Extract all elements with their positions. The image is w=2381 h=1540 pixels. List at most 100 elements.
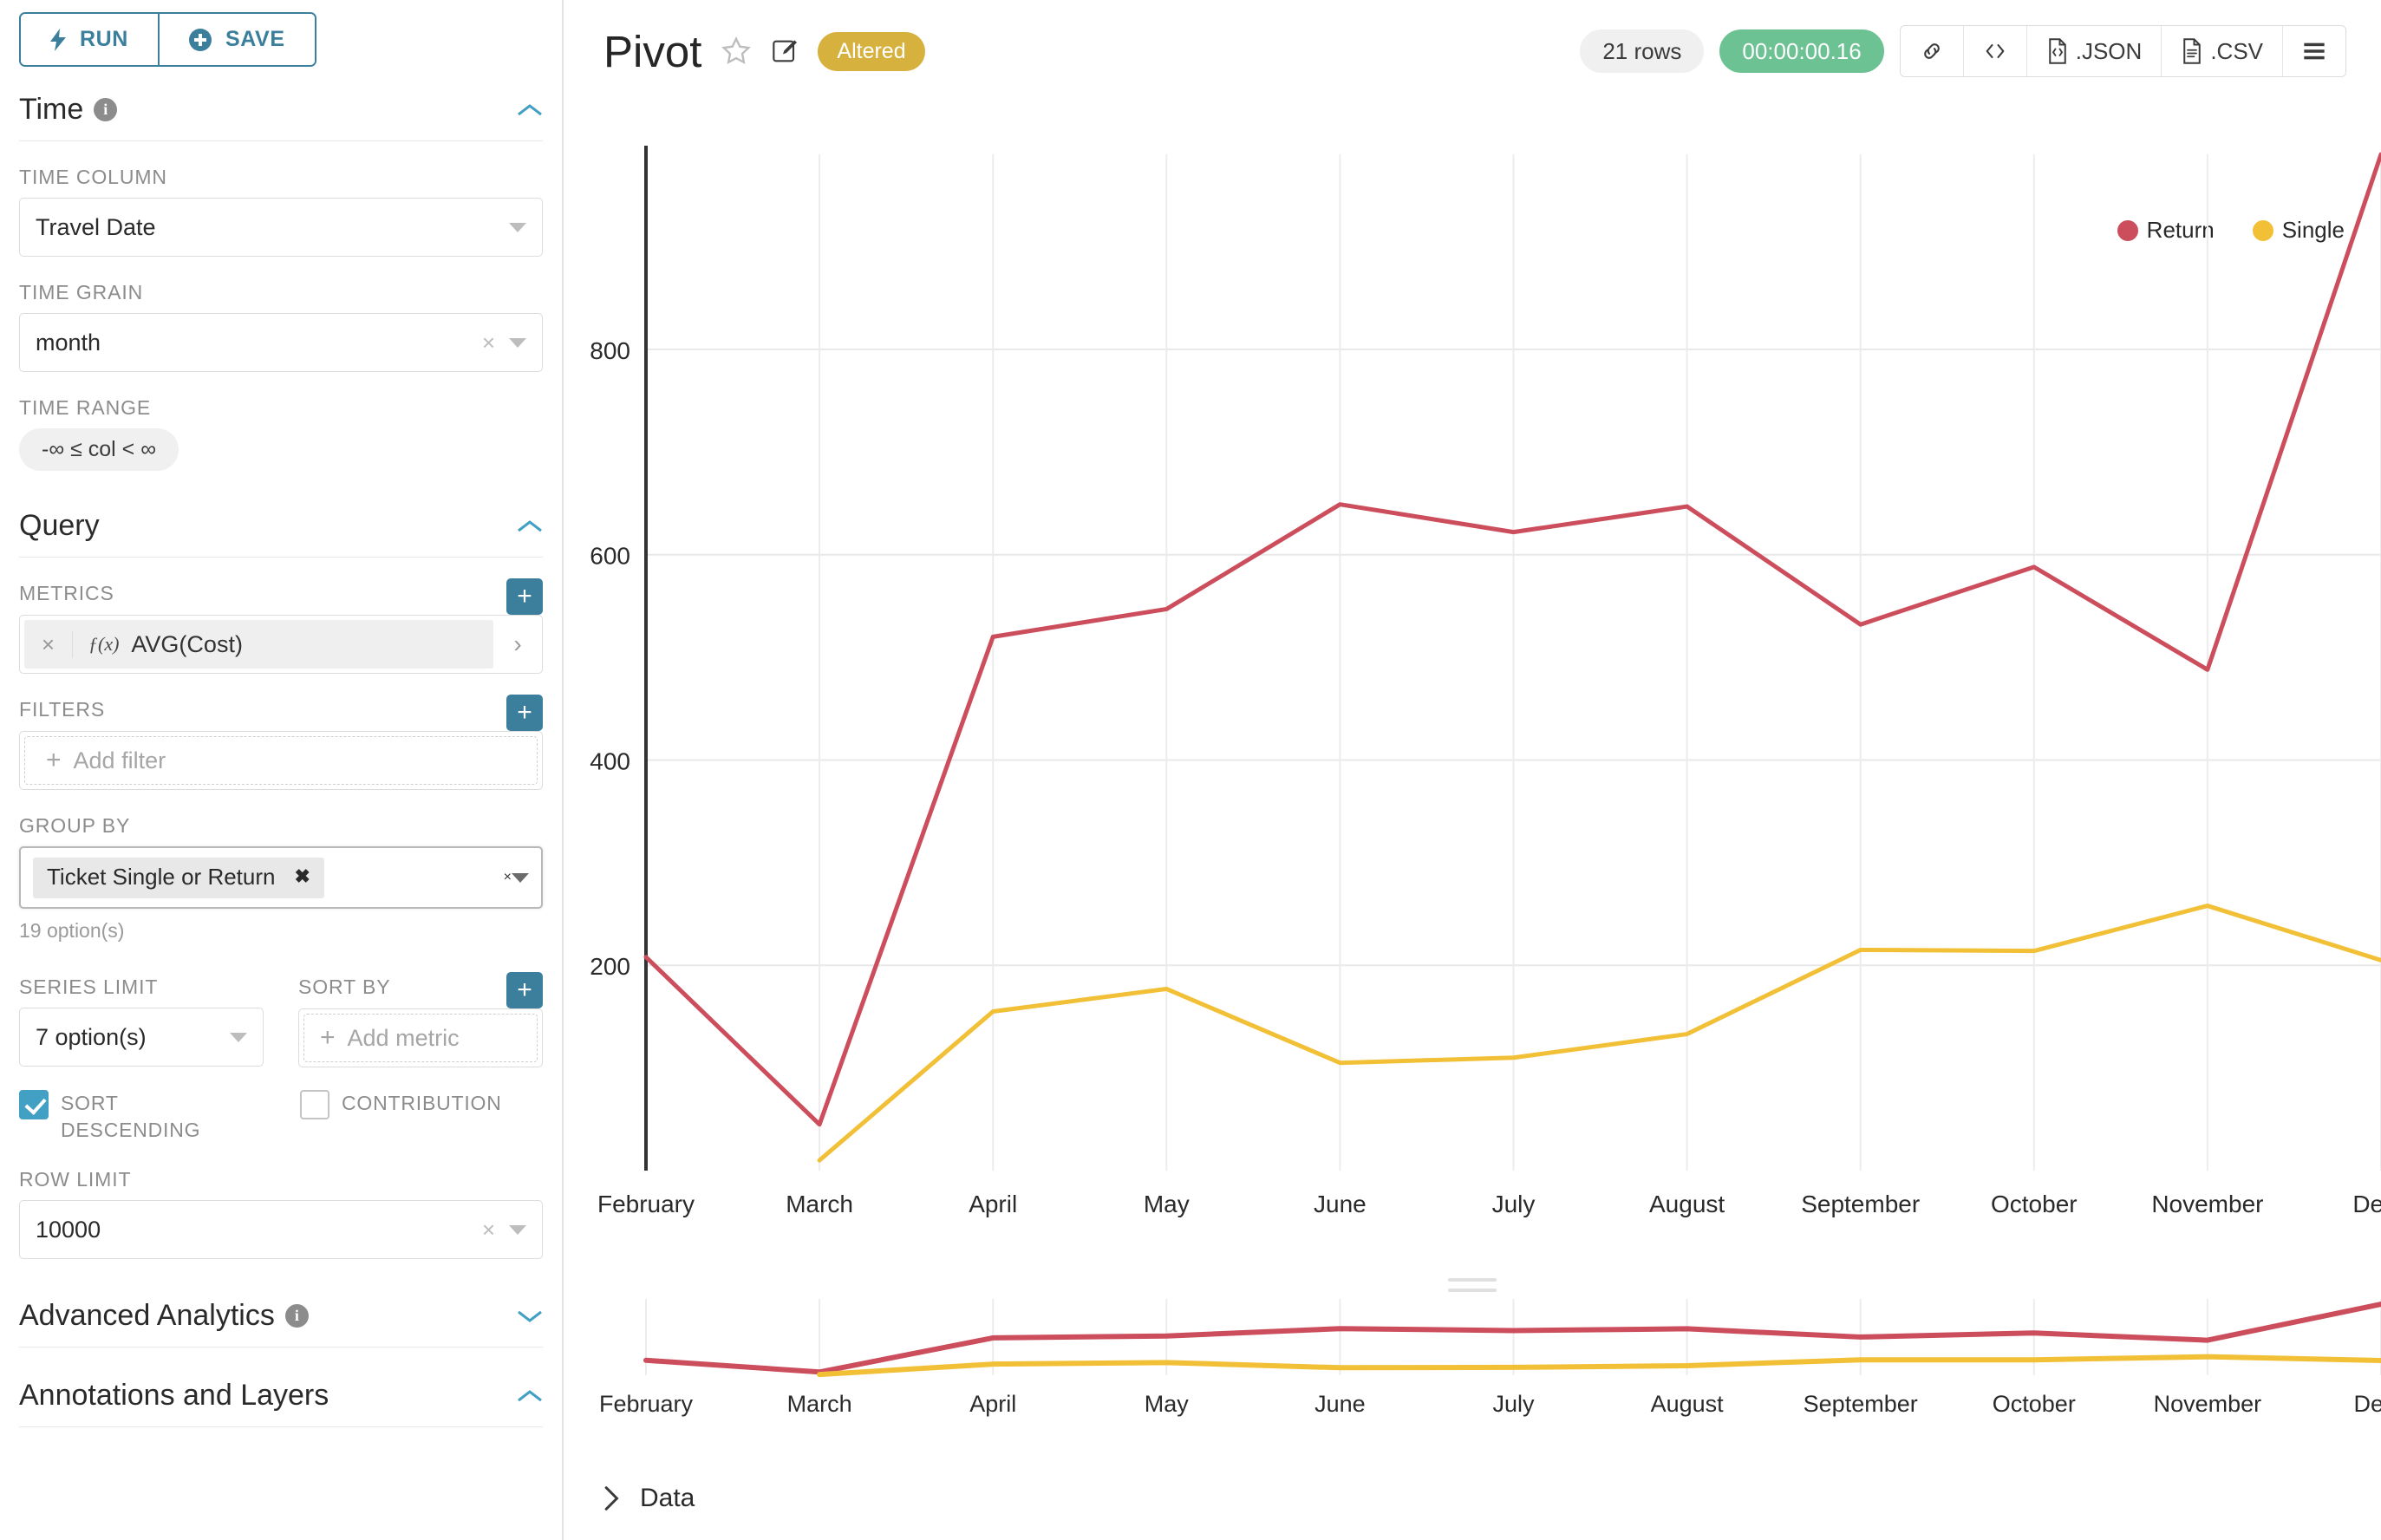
overview-brush-chart[interactable]: February March April May June July August Septe…: [564, 1292, 2381, 1439]
save-button[interactable]: SAVE: [157, 14, 315, 65]
share-link-button[interactable]: [1900, 26, 1963, 76]
time-column-field: TIME COLUMN Travel Date: [19, 166, 543, 257]
row-limit-field: ROW LIMIT 10000 ×: [19, 1168, 543, 1260]
clear-icon[interactable]: ×: [503, 870, 512, 884]
row-limit-select[interactable]: 10000 ×: [19, 1200, 543, 1260]
metric-pill[interactable]: × ƒ(x) AVG(Cost): [24, 620, 493, 669]
checkbox-checked-icon[interactable]: [19, 1090, 49, 1119]
add-sort-metric-button[interactable]: +: [506, 972, 543, 1008]
limit-sort-row: SERIES LIMIT 7 option(s) SORT BY + + Add…: [19, 951, 543, 1067]
filters-field: FILTERS + + Add filter: [19, 674, 543, 790]
control-panel-sidebar: RUN SAVE Time i TIME COLUMN Travel Date: [0, 0, 564, 1540]
more-menu-button[interactable]: [2282, 26, 2345, 76]
section-header-advanced-analytics[interactable]: Advanced Analytics i: [19, 1299, 543, 1348]
run-button[interactable]: RUN: [21, 14, 158, 65]
time-grain-select[interactable]: month ×: [19, 313, 543, 372]
overview-x-tick: November: [2154, 1391, 2262, 1417]
legend-label-return: Return: [2146, 217, 2215, 243]
plus-icon: +: [320, 1023, 336, 1052]
group-by-hint: 19 option(s): [19, 919, 125, 942]
run-save-button-group: RUN SAVE: [19, 12, 316, 67]
chevron-right-icon[interactable]: ›: [513, 630, 522, 657]
time-column-value: Travel Date: [36, 213, 156, 240]
contribution-checkbox[interactable]: CONTRIBUTION: [300, 1090, 543, 1144]
section-header-annotations[interactable]: Annotations and Layers: [19, 1379, 543, 1428]
y-axis-tick: 600: [590, 543, 630, 570]
save-button-label: SAVE: [225, 27, 285, 51]
run-button-label: RUN: [80, 27, 128, 51]
section-title-query: Query: [19, 509, 100, 542]
x-axis-tick: February: [597, 1191, 695, 1217]
time-grain-field: TIME GRAIN month ×: [19, 281, 543, 372]
chevron-down-icon[interactable]: [517, 1308, 543, 1324]
rows-count-badge: 21 rows: [1580, 29, 1705, 73]
remove-metric-icon[interactable]: ×: [24, 630, 73, 658]
series-limit-field: SERIES LIMIT 7 option(s): [19, 951, 264, 1067]
chevron-up-icon[interactable]: [517, 102, 543, 118]
time-column-label: TIME COLUMN: [19, 166, 167, 188]
chevron-up-icon[interactable]: [517, 1388, 543, 1404]
resize-handle[interactable]: [1448, 1278, 1497, 1299]
time-column-select[interactable]: Travel Date: [19, 198, 543, 257]
checkbox-unchecked-icon[interactable]: [300, 1090, 329, 1119]
remove-tag-icon[interactable]: ✖: [294, 865, 310, 887]
x-axis-tick: May: [1144, 1191, 1190, 1217]
series-limit-select[interactable]: 7 option(s): [19, 1008, 264, 1067]
series-limit-label: SERIES LIMIT: [19, 976, 159, 998]
add-metric-dropzone[interactable]: + Add metric: [298, 1008, 543, 1067]
chevron-up-icon[interactable]: [517, 519, 543, 534]
export-json-button[interactable]: .JSON: [2025, 26, 2162, 76]
overview-x-tick: July: [1492, 1391, 1535, 1417]
line-chart-plot[interactable]: 200 400 600 800 February March April May June Jul…: [564, 137, 2381, 1290]
chevron-down-icon[interactable]: [230, 1032, 247, 1042]
export-csv-button[interactable]: .CSV: [2161, 26, 2282, 76]
x-axis-tick: August: [1649, 1191, 1725, 1217]
header-actions: 21 rows 00:00:00.16 .JSON .CSV: [1580, 25, 2346, 77]
sort-descending-checkbox[interactable]: SORT DESCENDING: [19, 1090, 262, 1144]
metric-value: AVG(Cost): [131, 630, 243, 657]
legend-swatch-return: [2117, 219, 2138, 241]
row-limit-value: 10000: [36, 1216, 101, 1243]
export-json-label: .JSON: [2075, 38, 2143, 64]
x-axis-tick: November: [2151, 1191, 2263, 1217]
status-badge: Altered: [818, 31, 925, 71]
info-icon[interactable]: i: [284, 1304, 309, 1328]
y-axis-tick: 200: [590, 953, 630, 980]
clear-icon[interactable]: ×: [481, 329, 495, 356]
group-by-tag[interactable]: Ticket Single or Return ✖: [33, 857, 324, 898]
metric-item[interactable]: × ƒ(x) AVG(Cost) ›: [19, 615, 543, 674]
star-icon[interactable]: [721, 36, 752, 67]
chart-container: Return Single 200 400 600 800 February March A…: [564, 102, 2381, 1417]
x-axis-tick: October: [1991, 1191, 2078, 1217]
sort-descending-label: SORT DESCENDING: [61, 1092, 201, 1142]
legend-item-single[interactable]: Single: [2252, 217, 2345, 244]
clear-icon[interactable]: ×: [481, 1216, 495, 1243]
overview-series-return: [643, 1302, 2381, 1375]
add-metric-button[interactable]: +: [506, 578, 543, 615]
chevron-down-icon[interactable]: [509, 1224, 526, 1235]
group-by-select[interactable]: Ticket Single or Return ✖ ×: [19, 846, 543, 909]
checkbox-row: SORT DESCENDING CONTRIBUTION: [19, 1090, 543, 1144]
section-header-time[interactable]: Time i: [19, 93, 543, 141]
overview-x-tick: September: [1804, 1391, 1918, 1417]
query-timer-badge: 00:00:00.16: [1719, 29, 1884, 73]
time-grain-label: TIME GRAIN: [19, 281, 144, 303]
edit-icon[interactable]: [771, 37, 799, 65]
chevron-down-icon[interactable]: [509, 337, 526, 348]
legend-item-return[interactable]: Return: [2117, 217, 2215, 244]
overview-x-tick: August: [1651, 1391, 1725, 1417]
add-filter-dropzone[interactable]: + Add filter: [19, 731, 543, 790]
data-panel-toggle[interactable]: Data: [564, 1457, 2381, 1540]
chevron-down-icon[interactable]: [509, 222, 526, 232]
chevron-down-icon[interactable]: [512, 872, 529, 883]
time-range-pill[interactable]: -∞ ≤ col < ∞: [19, 428, 179, 471]
overview-x-tick: May: [1145, 1391, 1190, 1417]
embed-code-button[interactable]: [1962, 26, 2026, 76]
info-icon[interactable]: i: [94, 98, 118, 121]
add-metric-placeholder: Add metric: [347, 1024, 460, 1051]
section-header-query[interactable]: Query: [19, 509, 543, 558]
metrics-field: METRICS + × ƒ(x) AVG(Cost) ›: [19, 558, 543, 674]
overview-x-tick: Dece: [2353, 1391, 2381, 1417]
plus-circle-icon: [188, 28, 212, 51]
add-filter-button[interactable]: +: [506, 695, 543, 731]
